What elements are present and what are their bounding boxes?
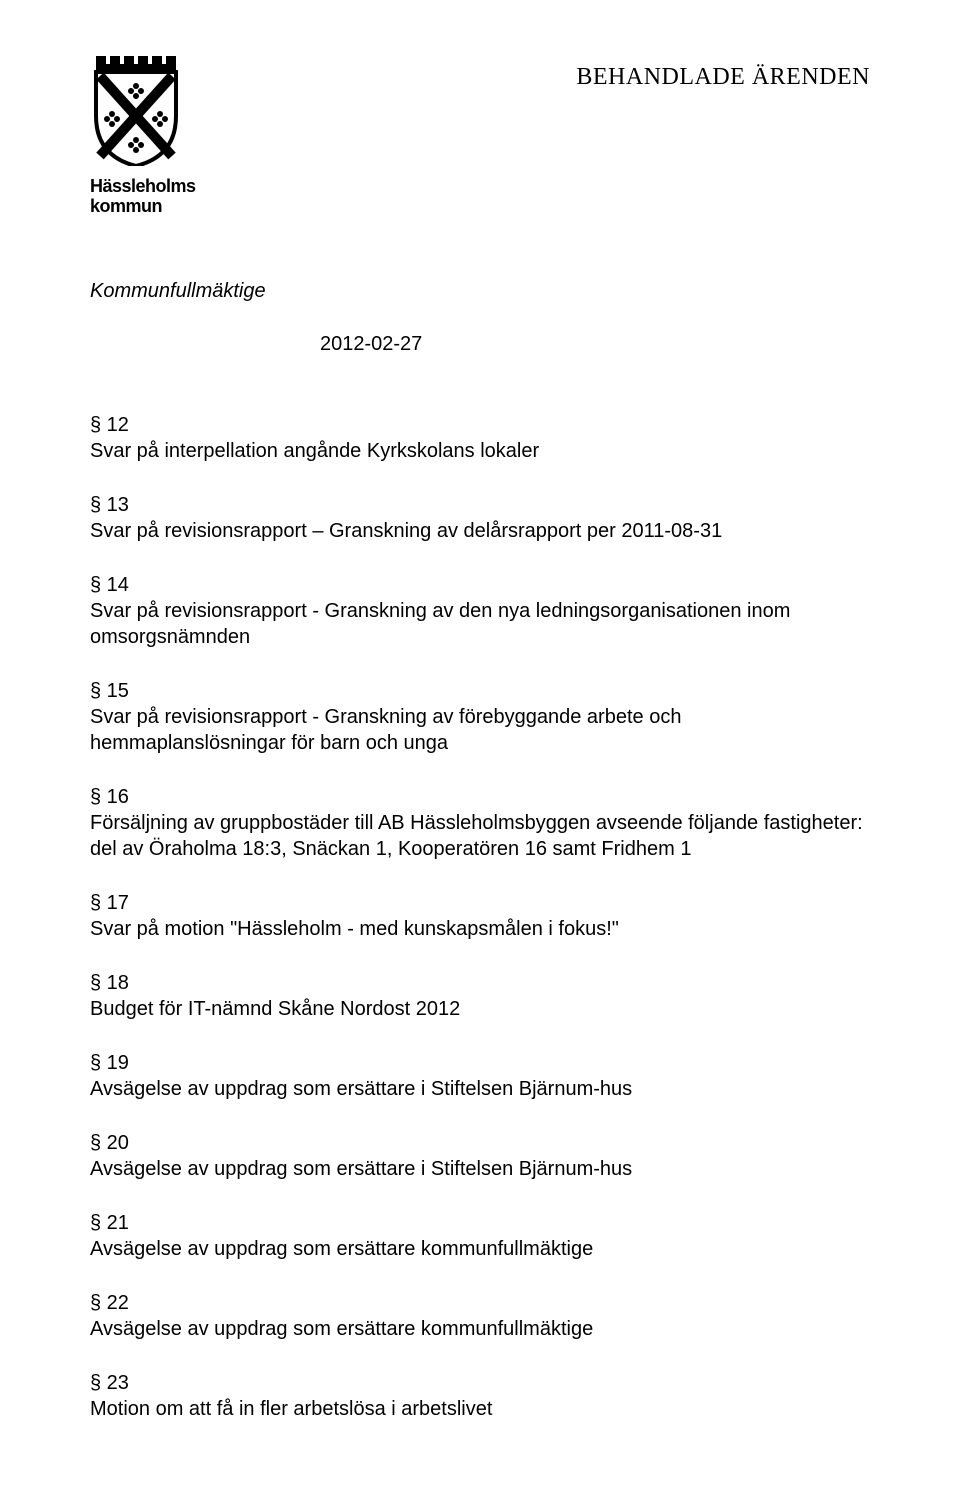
agenda-item-number: § 23 — [90, 1370, 870, 1396]
agenda-item-number: § 19 — [90, 1050, 870, 1076]
agenda-item-number: § 12 — [90, 412, 870, 438]
agenda-item: § 18Budget för IT-nämnd Skåne Nordost 20… — [90, 970, 870, 1022]
agenda-item-text: Svar på revisionsrapport – Granskning av… — [90, 518, 870, 544]
agenda-item-text: Svar på revisionsrapport - Granskning av… — [90, 704, 870, 756]
agenda-item-text: Svar på interpellation angånde Kyrkskola… — [90, 438, 870, 464]
agenda-item-number: § 21 — [90, 1210, 870, 1236]
agenda-item: § 23Motion om att få in fler arbetslösa … — [90, 1370, 870, 1422]
document-date: 2012-02-27 — [320, 333, 870, 356]
agenda-item: § 17Svar på motion "Hässleholm - med kun… — [90, 890, 870, 942]
agenda-item: § 12Svar på interpellation angånde Kyrks… — [90, 412, 870, 464]
agenda-item-number: § 17 — [90, 890, 870, 916]
agenda-item-text: Avsägelse av uppdrag som ersättare i Sti… — [90, 1076, 870, 1102]
agenda-item-text: Svar på motion "Hässleholm - med kunskap… — [90, 916, 870, 942]
agenda-item-text: Motion om att få in fler arbetslösa i ar… — [90, 1396, 870, 1422]
agenda-item-text: Försäljning av gruppbostäder till AB Häs… — [90, 810, 870, 862]
agenda-item: § 16Försäljning av gruppbostäder till AB… — [90, 784, 870, 862]
agenda-item-text: Avsägelse av uppdrag som ersättare kommu… — [90, 1236, 870, 1262]
agenda-item-number: § 18 — [90, 970, 870, 996]
agenda-item: § 15Svar på revisionsrapport - Gransknin… — [90, 678, 870, 756]
agenda-item-number: § 22 — [90, 1290, 870, 1316]
agenda-item-number: § 20 — [90, 1130, 870, 1156]
municipality-crest-icon — [90, 56, 182, 166]
agenda-item-number: § 14 — [90, 572, 870, 598]
header-row: Hässleholms kommun BEHANDLADE ÄRENDEN — [90, 56, 870, 216]
agenda-item-number: § 15 — [90, 678, 870, 704]
document-type-heading: BEHANDLADE ÄRENDEN — [576, 64, 870, 91]
agenda-item-text: Svar på revisionsrapport - Granskning av… — [90, 598, 870, 650]
agenda-item-text: Avsägelse av uppdrag som ersättare kommu… — [90, 1316, 870, 1342]
agenda-item: § 22Avsägelse av uppdrag som ersättare k… — [90, 1290, 870, 1342]
agenda-item: § 13Svar på revisionsrapport – Gransknin… — [90, 492, 870, 544]
agenda-item: § 14Svar på revisionsrapport - Gransknin… — [90, 572, 870, 650]
agenda-item-number: § 16 — [90, 784, 870, 810]
agenda-items: § 12Svar på interpellation angånde Kyrks… — [90, 412, 870, 1422]
document-page: Hässleholms kommun BEHANDLADE ÄRENDEN Ko… — [0, 0, 960, 1510]
municipality-name-line2: kommun — [90, 196, 162, 216]
subject-line: Kommunfullmäktige — [90, 280, 870, 303]
agenda-item: § 19Avsägelse av uppdrag som ersättare i… — [90, 1050, 870, 1102]
municipality-name: Hässleholms kommun — [90, 176, 196, 216]
logo-block: Hässleholms kommun — [90, 56, 196, 216]
agenda-item-number: § 13 — [90, 492, 870, 518]
agenda-item: § 20Avsägelse av uppdrag som ersättare i… — [90, 1130, 870, 1182]
municipality-name-line1: Hässleholms — [90, 176, 196, 196]
agenda-item-text: Avsägelse av uppdrag som ersättare i Sti… — [90, 1156, 870, 1182]
agenda-item: § 21Avsägelse av uppdrag som ersättare k… — [90, 1210, 870, 1262]
agenda-item-text: Budget för IT-nämnd Skåne Nordost 2012 — [90, 996, 870, 1022]
